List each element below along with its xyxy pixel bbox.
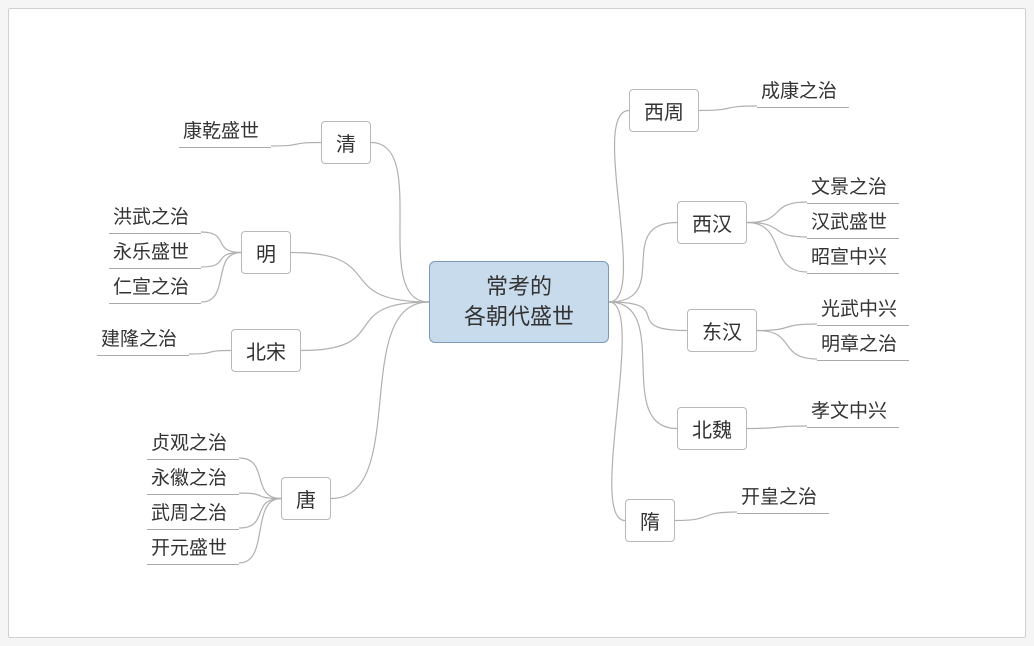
leaf-group-tang: 贞观之治永徽之治武周之治开元盛世 <box>147 425 239 565</box>
leaf-item: 文景之治 <box>807 169 899 204</box>
dynasty-node-sui: 隋 <box>625 499 675 542</box>
leaf-item: 光武中兴 <box>817 291 909 326</box>
dynasty-label: 西汉 <box>692 214 732 236</box>
leaf-item: 永徽之治 <box>147 460 239 495</box>
leaf-item: 开元盛世 <box>147 530 239 565</box>
leaf-group-xzhou: 成康之治 <box>757 73 849 108</box>
leaf-group-bwei: 孝文中兴 <box>807 393 899 428</box>
leaf-group-ming: 洪武之治永乐盛世仁宣之治 <box>109 199 201 304</box>
mindmap-canvas: 常考的 各朝代盛世 清康乾盛世明洪武之治永乐盛世仁宣之治北宋建隆之治唐贞观之治永… <box>8 8 1026 638</box>
leaf-item: 贞观之治 <box>147 425 239 460</box>
dynasty-label: 明 <box>256 244 276 266</box>
leaf-item: 成康之治 <box>757 73 849 108</box>
dynasty-node-dhan: 东汉 <box>687 309 757 352</box>
leaf-item: 仁宣之治 <box>109 269 201 304</box>
dynasty-node-xzhou: 西周 <box>629 89 699 132</box>
center-node: 常考的 各朝代盛世 <box>429 261 609 343</box>
dynasty-label: 西周 <box>644 102 684 124</box>
center-line2: 各朝代盛世 <box>448 302 590 332</box>
leaf-item: 洪武之治 <box>109 199 201 234</box>
center-line1: 常考的 <box>448 272 590 302</box>
leaf-item: 昭宣中兴 <box>807 239 899 274</box>
dynasty-label: 东汉 <box>702 322 742 344</box>
dynasty-label: 清 <box>336 134 356 156</box>
leaf-group-sui: 开皇之治 <box>737 479 829 514</box>
leaf-group-qing: 康乾盛世 <box>179 113 271 148</box>
dynasty-node-ming: 明 <box>241 231 291 274</box>
dynasty-label: 北宋 <box>246 342 286 364</box>
leaf-item: 建隆之治 <box>97 321 189 356</box>
leaf-item: 开皇之治 <box>737 479 829 514</box>
leaf-item: 孝文中兴 <box>807 393 899 428</box>
dynasty-label: 隋 <box>640 512 660 534</box>
leaf-group-xhan: 文景之治汉武盛世昭宣中兴 <box>807 169 899 274</box>
dynasty-node-bsong: 北宋 <box>231 329 301 372</box>
dynasty-node-qing: 清 <box>321 121 371 164</box>
leaf-item: 武周之治 <box>147 495 239 530</box>
dynasty-label: 北魏 <box>692 420 732 442</box>
leaf-item: 永乐盛世 <box>109 234 201 269</box>
dynasty-node-tang: 唐 <box>281 477 331 520</box>
leaf-group-bsong: 建隆之治 <box>97 321 189 356</box>
dynasty-node-xhan: 西汉 <box>677 201 747 244</box>
leaf-item: 汉武盛世 <box>807 204 899 239</box>
leaf-item: 康乾盛世 <box>179 113 271 148</box>
leaf-group-dhan: 光武中兴明章之治 <box>817 291 909 361</box>
leaf-item: 明章之治 <box>817 326 909 361</box>
dynasty-label: 唐 <box>296 490 316 512</box>
dynasty-node-bwei: 北魏 <box>677 407 747 450</box>
